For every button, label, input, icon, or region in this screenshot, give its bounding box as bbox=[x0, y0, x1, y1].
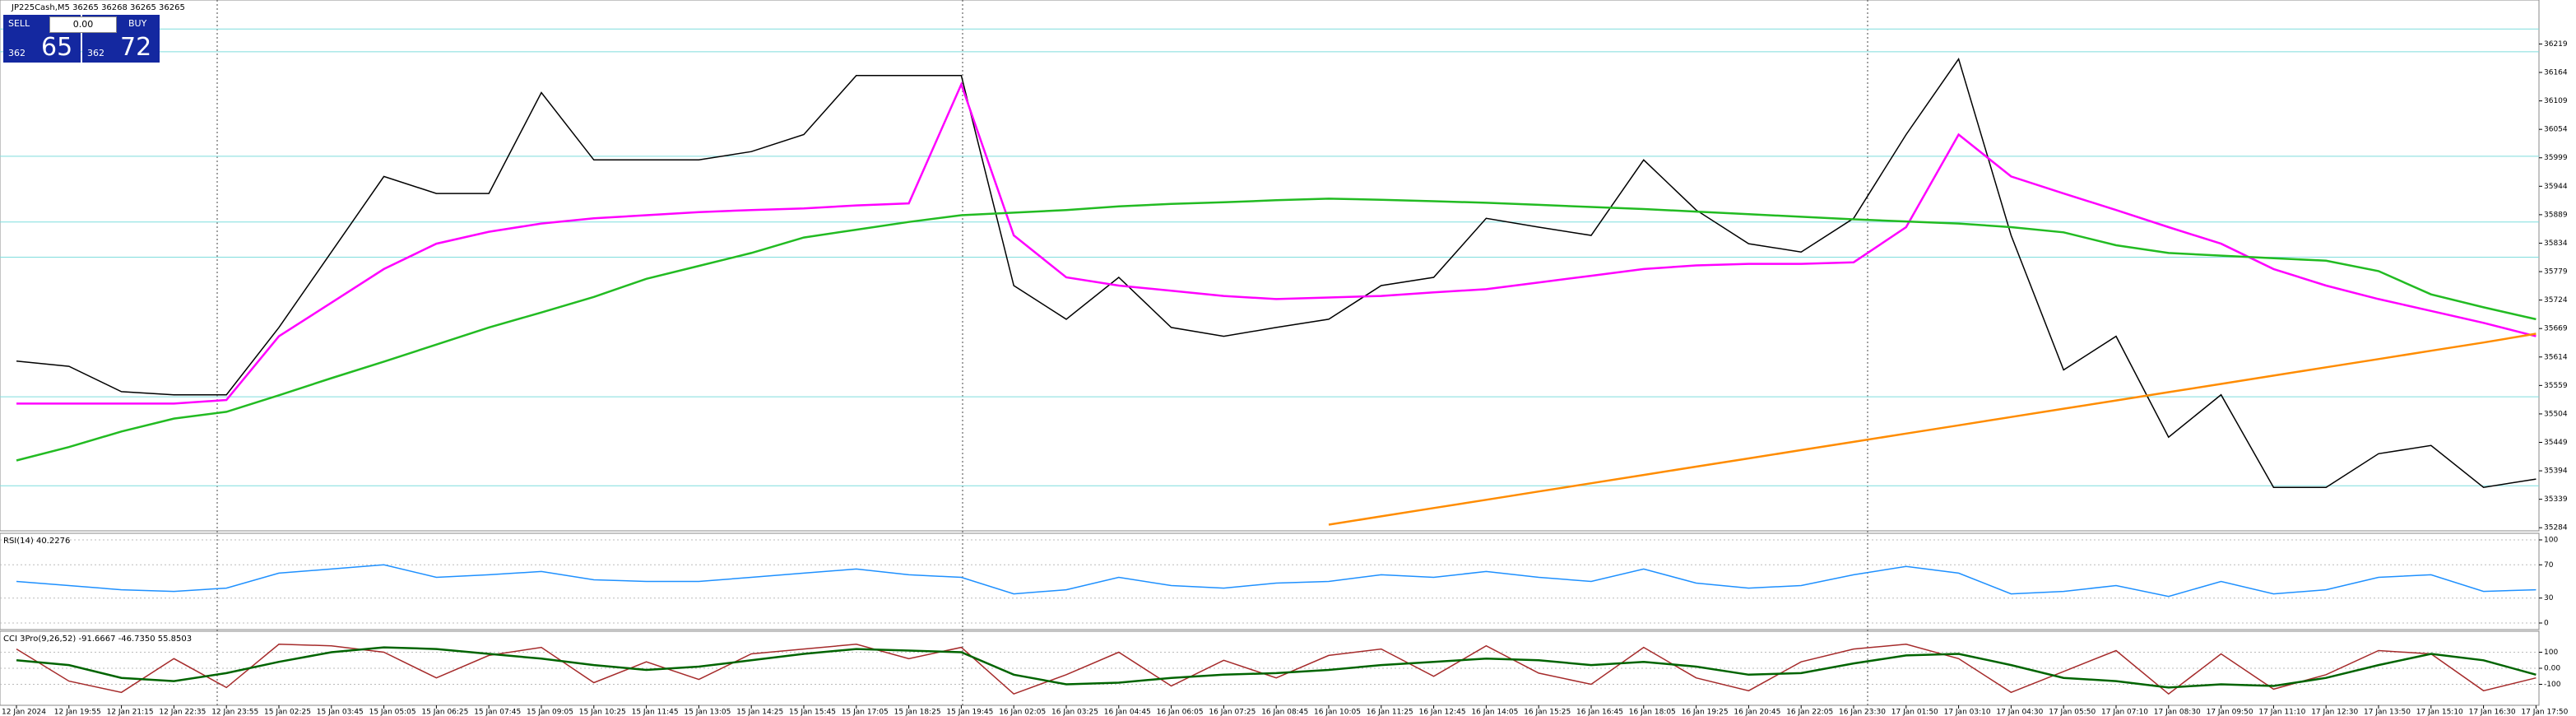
rsi-panel-frame bbox=[0, 532, 2540, 630]
x-tick-label: 17 Jan 11:10 bbox=[2258, 709, 2305, 716]
x-tick-label: 17 Jan 07:10 bbox=[2101, 709, 2148, 716]
x-tick-label: 17 Jan 08:30 bbox=[2154, 709, 2201, 716]
x-tick-label: 17 Jan 03:10 bbox=[1944, 709, 1991, 716]
x-tick-label: 15 Jan 15:45 bbox=[789, 709, 836, 716]
x-tick-label: 15 Jan 06:25 bbox=[421, 709, 468, 716]
y-tick-label: 35449 bbox=[2544, 439, 2568, 447]
panel-title: RSI(14) 40.2276 bbox=[3, 537, 70, 546]
x-tick-label: 16 Jan 22:05 bbox=[1786, 709, 1833, 716]
x-tick-label: 16 Jan 15:25 bbox=[1524, 709, 1571, 716]
y-tick-label: 35669 bbox=[2544, 325, 2568, 333]
x-tick-label: 15 Jan 19:45 bbox=[946, 709, 993, 716]
x-tick-label: 15 Jan 18:25 bbox=[894, 709, 941, 716]
panel-title: CCI 3Pro(9,26,52) -91.6667 -46.7350 55.8… bbox=[3, 635, 192, 644]
y-tick-label: 30 bbox=[2544, 594, 2554, 602]
buy-price-small: 362 bbox=[87, 48, 104, 58]
series-line bbox=[16, 564, 2537, 597]
x-tick-label: 16 Jan 11:25 bbox=[1367, 709, 1413, 716]
x-tick-label: 16 Jan 08:45 bbox=[1261, 709, 1308, 716]
x-tick-label: 16 Jan 07:25 bbox=[1209, 709, 1256, 716]
y-tick-label: 100 bbox=[2544, 649, 2558, 657]
x-tick-label: 17 Jan 15:10 bbox=[2416, 709, 2463, 716]
volume-input[interactable]: 0.00 bbox=[49, 16, 117, 33]
y-tick-label: 36109 bbox=[2544, 97, 2568, 105]
y-tick-label: 70 bbox=[2544, 561, 2554, 570]
x-tick-label: 16 Jan 02:05 bbox=[999, 709, 1046, 716]
x-tick-label: 16 Jan 12:45 bbox=[1419, 709, 1466, 716]
y-tick-label: 35284 bbox=[2544, 524, 2568, 532]
y-tick-label: 35999 bbox=[2544, 154, 2568, 162]
series-line bbox=[1328, 332, 2537, 526]
x-tick-label: 15 Jan 05:05 bbox=[369, 709, 416, 716]
x-tick-label: 12 Jan 2024 bbox=[2, 709, 46, 716]
x-tick-label: 12 Jan 22:35 bbox=[159, 709, 206, 716]
sell-label: SELL bbox=[8, 18, 30, 29]
cci-panel-frame bbox=[0, 630, 2540, 706]
sell-price-big: 65 bbox=[41, 33, 73, 62]
y-tick-label: 35834 bbox=[2544, 239, 2568, 248]
x-tick-label: 15 Jan 17:05 bbox=[842, 709, 889, 716]
series-line bbox=[16, 81, 2537, 405]
x-tick-label: 16 Jan 10:05 bbox=[1314, 709, 1361, 716]
x-tick-label: 16 Jan 14:05 bbox=[1471, 709, 1518, 716]
y-tick-label: 100 bbox=[2544, 537, 2558, 545]
y-tick-label: 36054 bbox=[2544, 126, 2568, 134]
x-tick-label: 15 Jan 03:45 bbox=[317, 709, 364, 716]
x-tick-label: 17 Jan 09:50 bbox=[2207, 709, 2253, 716]
series-line bbox=[16, 57, 2537, 488]
x-tick-label: 15 Jan 02:25 bbox=[264, 709, 311, 716]
x-tick-label: 16 Jan 20:45 bbox=[1734, 709, 1780, 716]
x-tick-label: 17 Jan 05:50 bbox=[2049, 709, 2096, 716]
x-tick-label: 12 Jan 23:55 bbox=[211, 709, 258, 716]
series-line bbox=[16, 198, 2537, 462]
y-tick-label: 35504 bbox=[2544, 410, 2568, 418]
y-tick-label: 0 bbox=[2544, 620, 2549, 628]
x-tick-label: 15 Jan 09:05 bbox=[527, 709, 573, 716]
y-tick-label: 36219 bbox=[2544, 40, 2568, 49]
x-tick-label: 17 Jan 17:50 bbox=[2521, 709, 2568, 716]
x-tick-label: 16 Jan 23:30 bbox=[1839, 709, 1886, 716]
x-tick-label: 12 Jan 19:55 bbox=[54, 709, 101, 716]
x-tick-label: 15 Jan 14:25 bbox=[736, 709, 783, 716]
y-tick-label: 35559 bbox=[2544, 382, 2568, 390]
x-tick-label: 15 Jan 10:25 bbox=[579, 709, 626, 716]
y-tick-label: 35889 bbox=[2544, 211, 2568, 219]
x-tick-label: 15 Jan 11:45 bbox=[632, 709, 679, 716]
series-line bbox=[16, 646, 2537, 689]
x-tick-label: 17 Jan 13:50 bbox=[2364, 709, 2411, 716]
y-tick-label: -100 bbox=[2544, 681, 2561, 689]
y-tick-label: 35944 bbox=[2544, 183, 2568, 191]
buy-box[interactable]: BUY 362 72 bbox=[82, 15, 160, 63]
x-tick-label: 16 Jan 19:25 bbox=[1682, 709, 1729, 716]
series-line bbox=[16, 644, 2537, 695]
x-tick-label: 17 Jan 04:30 bbox=[1996, 709, 2043, 716]
x-tick-label: 15 Jan 07:45 bbox=[474, 709, 521, 716]
panel-title: JP225Cash,M5 36265 36268 36265 36265 bbox=[11, 3, 185, 12]
buy-price-big: 72 bbox=[120, 33, 152, 62]
x-tick-label: 16 Jan 16:45 bbox=[1576, 709, 1623, 716]
x-tick-label: 17 Jan 16:30 bbox=[2469, 709, 2516, 716]
x-tick-label: 16 Jan 03:25 bbox=[1051, 709, 1098, 716]
x-tick-label: 15 Jan 13:05 bbox=[684, 709, 731, 716]
y-tick-label: 35779 bbox=[2544, 268, 2568, 277]
buy-label: BUY bbox=[128, 18, 147, 29]
x-tick-label: 16 Jan 06:05 bbox=[1157, 709, 1204, 716]
y-tick-label: 35394 bbox=[2544, 467, 2568, 476]
x-tick-label: 12 Jan 21:15 bbox=[107, 709, 154, 716]
x-tick-label: 16 Jan 18:05 bbox=[1629, 709, 1676, 716]
x-tick-label: 17 Jan 12:30 bbox=[2311, 709, 2358, 716]
sell-price-small: 362 bbox=[8, 48, 26, 58]
x-tick-label: 16 Jan 04:45 bbox=[1104, 709, 1151, 716]
y-tick-label: 35339 bbox=[2544, 495, 2568, 504]
y-tick-label: 35614 bbox=[2544, 353, 2568, 361]
y-tick-label: 35724 bbox=[2544, 296, 2568, 305]
y-tick-label: 36164 bbox=[2544, 69, 2568, 77]
main-panel-frame bbox=[0, 0, 2540, 532]
y-tick-label: 0.00 bbox=[2544, 665, 2560, 673]
x-tick-label: 17 Jan 01:50 bbox=[1891, 709, 1938, 716]
